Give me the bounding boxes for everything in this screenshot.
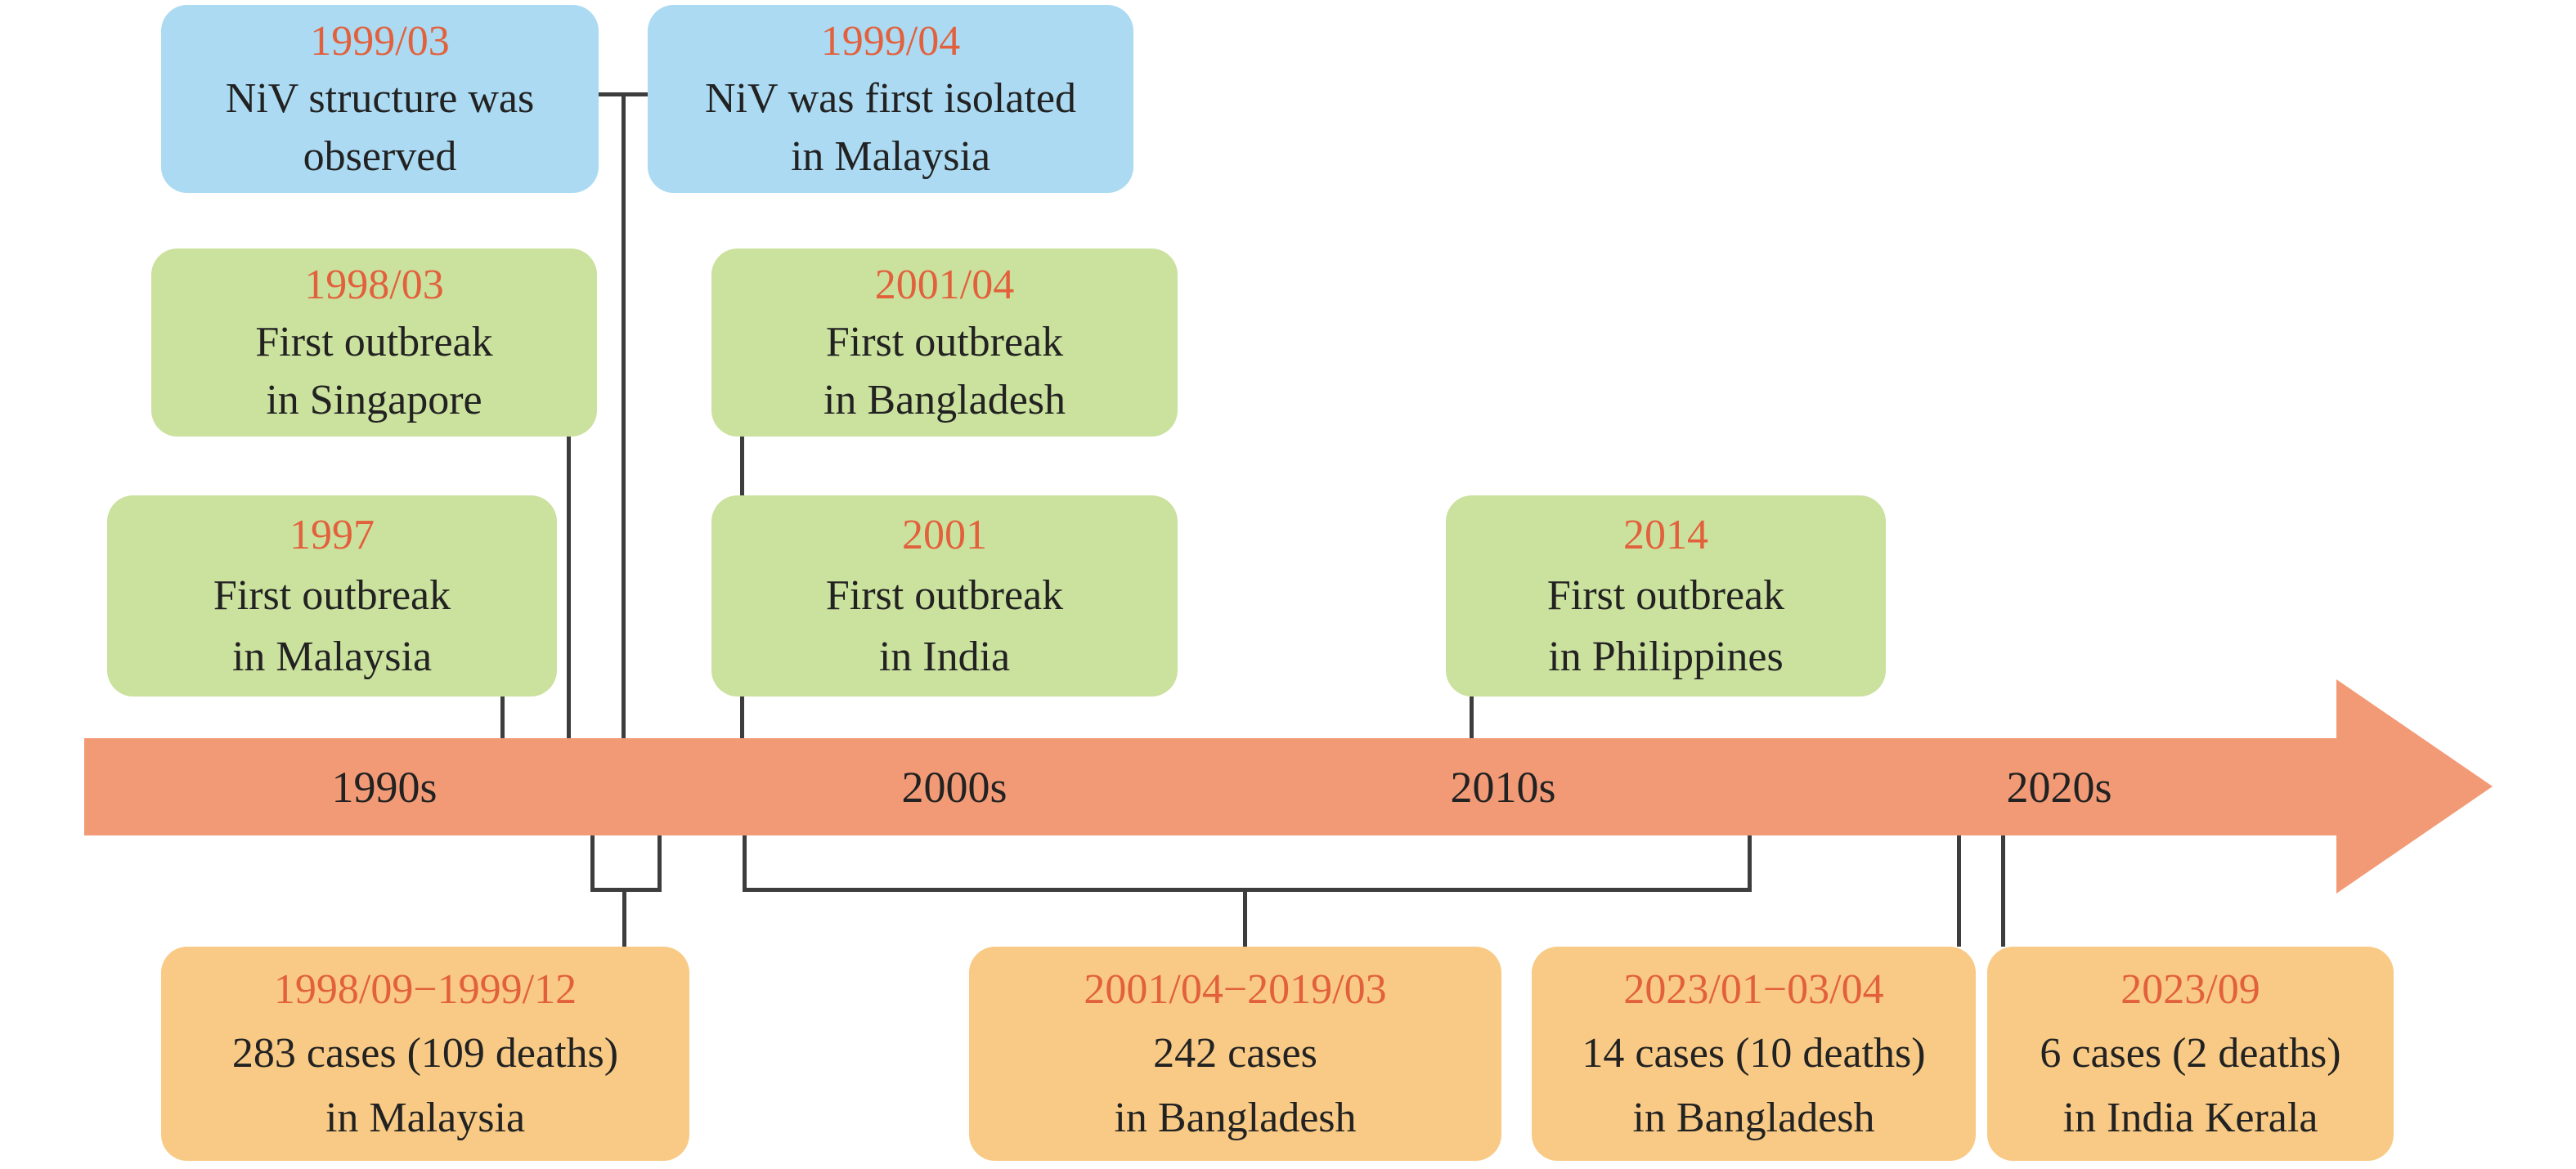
event-text-line: First outbreak: [255, 319, 493, 365]
case-date-range: 2001/04−2019/03: [1084, 965, 1387, 1013]
timeline-arrowhead-icon: [2336, 679, 2493, 894]
connector-india-kerala-drop: [2001, 835, 2005, 947]
event-text-line: in Bangladesh: [823, 376, 1066, 423]
connector-2019-03-riser: [1748, 835, 1752, 892]
event-card-first-outbreak-philippines: 2014 First outbreak in Philippines: [1446, 495, 1886, 696]
decade-label-2000s: 2000s: [901, 763, 1008, 812]
event-date: 2001/04: [874, 261, 1015, 308]
connector-bangladesh-to-india: [740, 437, 744, 495]
event-text-line: in Malaysia: [231, 633, 433, 680]
connector-singapore-to-bar: [567, 437, 571, 738]
event-date: 1999/04: [820, 17, 961, 65]
event-text-line: observed: [303, 132, 457, 180]
event-card-first-outbreak-bangladesh: 2001/04 First outbreak in Bangladesh: [711, 249, 1178, 437]
event-date: 2001: [902, 511, 987, 558]
case-text-line: in India Kerala: [2062, 1094, 2318, 1141]
event-date: 1997: [289, 511, 375, 558]
connector-1999-12-riser: [657, 835, 662, 892]
event-text-line: First outbreak: [825, 572, 1064, 619]
connector-niv-to-bar: [622, 92, 626, 738]
event-text-line: in Singapore: [266, 376, 482, 423]
case-card-india-kerala: 2023/09 6 cases (2 deaths) in India Kera…: [1987, 947, 2394, 1161]
event-text-line: NiV was first isolated: [705, 75, 1076, 122]
event-date: 1999/03: [310, 17, 450, 65]
case-card-bangladesh-2023: 2023/01−03/04 14 cases (10 deaths) in Ba…: [1532, 947, 1976, 1161]
event-text-line: First outbreak: [213, 572, 451, 619]
event-text-line: in Philippines: [1548, 633, 1784, 680]
event-card-niv-structure-observed: 1999/03 NiV structure was observed: [161, 5, 599, 193]
case-text-line: 242 cases: [1153, 1030, 1317, 1077]
event-date: 1998/03: [304, 261, 444, 308]
connector-bangladesh-2023-drop: [1957, 835, 1961, 947]
timeline-bar: [84, 738, 2336, 835]
connector-2001-04-riser: [743, 835, 747, 892]
connector-2001-2019-span: [743, 888, 1752, 892]
connector-malaysia-cases-drop: [622, 888, 626, 947]
case-date-range: 1998/09−1999/12: [273, 965, 577, 1013]
case-text-line: 283 cases (109 deaths): [231, 1030, 619, 1077]
event-text-line: NiV structure was: [225, 75, 535, 122]
event-card-first-outbreak-malaysia: 1997 First outbreak in Malaysia: [107, 495, 557, 696]
connector-bangladesh-cases-drop: [1243, 888, 1247, 947]
case-text-line: 6 cases (2 deaths): [2040, 1030, 2341, 1077]
event-text-line: First outbreak: [825, 319, 1064, 365]
case-date-range: 2023/09: [2120, 965, 2260, 1013]
case-card-bangladesh-2001-2019: 2001/04−2019/03 242 cases in Bangladesh: [969, 947, 1501, 1161]
decade-label-2020s: 2020s: [2006, 763, 2112, 812]
case-card-malaysia: 1998/09−1999/12 283 cases (109 deaths) i…: [161, 947, 689, 1161]
connector-india-to-bar: [740, 696, 744, 738]
decade-label-2010s: 2010s: [1450, 763, 1556, 812]
connector-philippines-to-bar: [1470, 696, 1474, 738]
decade-label-1990s: 1990s: [331, 763, 438, 812]
case-text-line: in Bangladesh: [1114, 1094, 1357, 1141]
event-card-first-outbreak-india: 2001 First outbreak in India: [711, 495, 1178, 696]
case-text-line: in Bangladesh: [1632, 1094, 1875, 1141]
event-text-line: in Malaysia: [790, 132, 991, 180]
event-text-line: First outbreak: [1546, 572, 1785, 619]
event-card-niv-first-isolated: 1999/04 NiV was first isolated in Malays…: [648, 5, 1133, 193]
case-text-line: 14 cases (10 deaths): [1582, 1030, 1926, 1077]
case-date-range: 2023/01−03/04: [1623, 965, 1884, 1013]
case-text-line: in Malaysia: [325, 1094, 526, 1141]
event-text-line: in India: [878, 633, 1011, 680]
connector-1998-09-riser: [590, 835, 595, 892]
event-date: 2014: [1623, 511, 1708, 558]
connector-malaysia-1997-to-bar: [500, 696, 505, 738]
event-card-first-outbreak-singapore: 1998/03 First outbreak in Singapore: [151, 249, 597, 437]
